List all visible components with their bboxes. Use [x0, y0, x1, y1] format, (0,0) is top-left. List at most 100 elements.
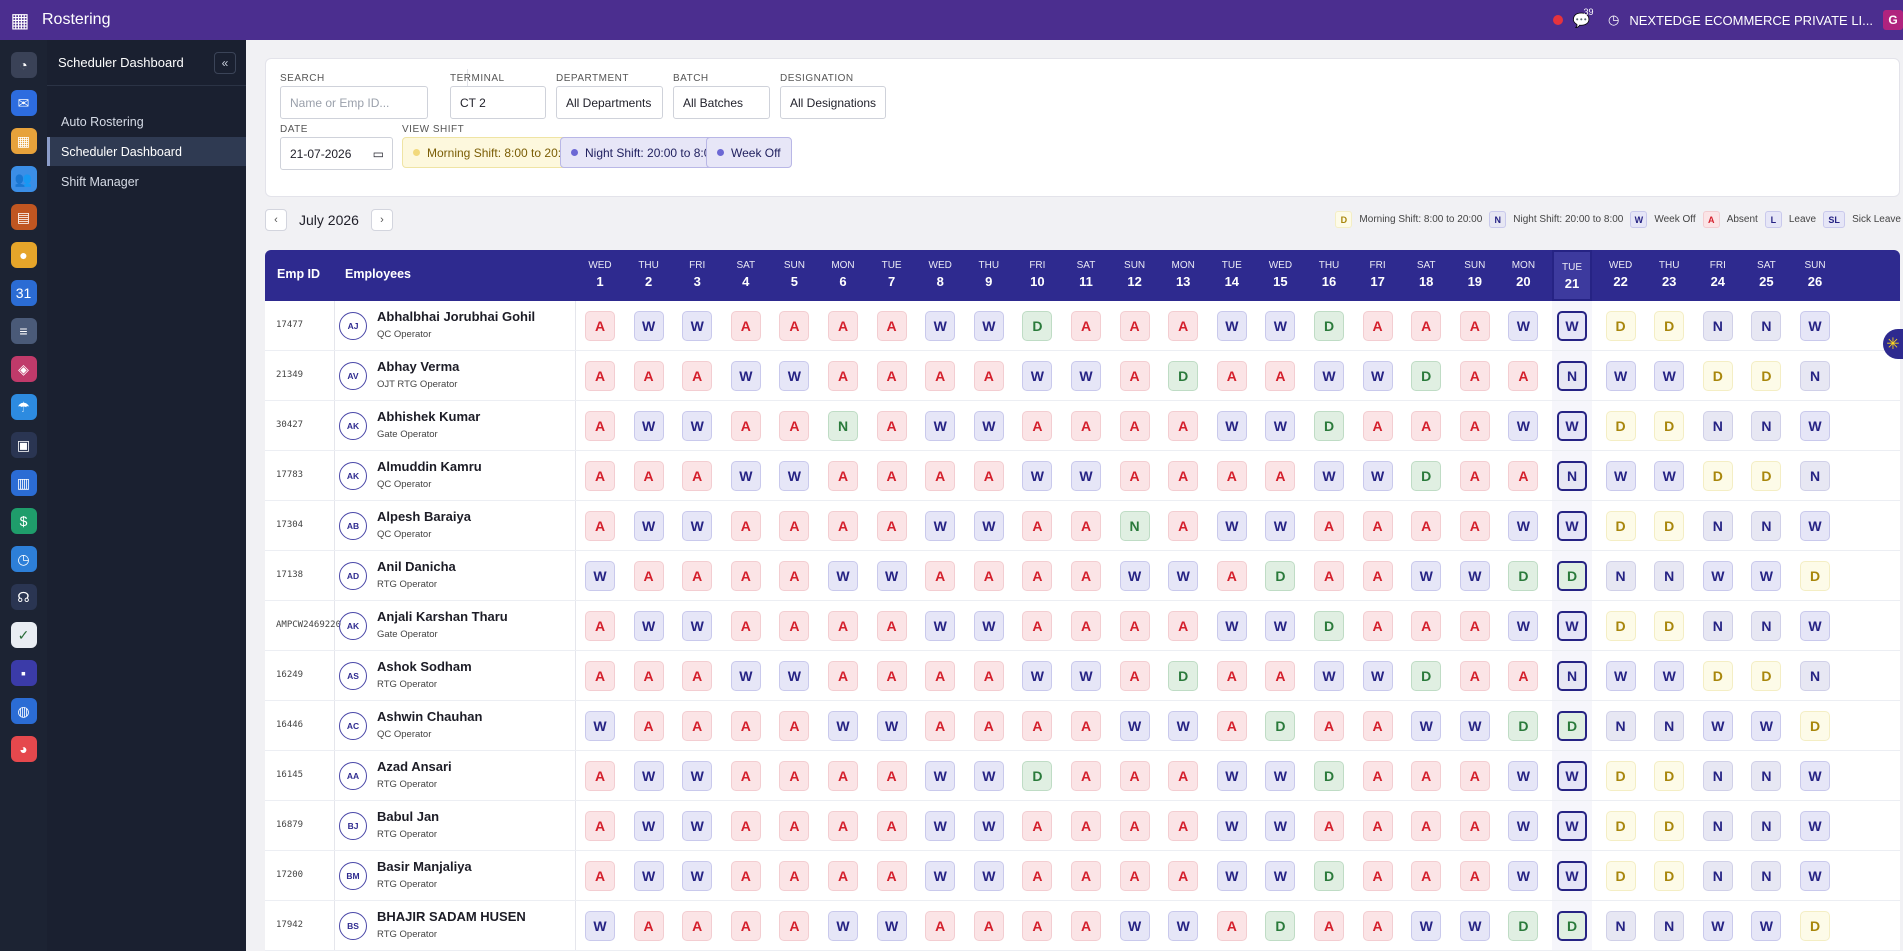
collapse-sidebar-icon[interactable]: « — [214, 52, 236, 74]
shift-cell[interactable]: A — [633, 661, 664, 691]
shift-cell[interactable]: W — [633, 411, 664, 441]
shift-cell[interactable]: W — [1751, 911, 1782, 941]
shift-cell[interactable]: W — [1265, 511, 1296, 541]
shift-cell[interactable]: A — [730, 561, 761, 591]
shift-cell[interactable]: N — [1751, 511, 1782, 541]
shift-cell[interactable]: A — [1362, 811, 1393, 841]
shift-cell[interactable]: W — [1022, 361, 1053, 391]
shift-cell[interactable]: W — [1508, 811, 1539, 841]
headset-icon[interactable]: ☊ — [10, 584, 37, 610]
shift-cell[interactable]: N — [1605, 711, 1636, 741]
shift-cell[interactable]: W — [1800, 761, 1830, 791]
date-input[interactable]: 21-07-2026 ▭ — [280, 137, 393, 170]
shift-cell[interactable]: D — [1751, 661, 1782, 691]
shift-cell[interactable]: W — [1022, 661, 1053, 691]
shift-cell[interactable]: A — [1071, 611, 1101, 641]
shift-cell[interactable]: W — [1800, 611, 1830, 641]
shift-cell[interactable]: W — [1557, 611, 1587, 641]
shift-cell[interactable]: A — [585, 411, 615, 441]
shift-cell[interactable]: A — [973, 711, 1004, 741]
shift-cell[interactable]: A — [633, 911, 664, 941]
calendar-icon[interactable]: ▭ — [372, 146, 384, 161]
morning-shift-button[interactable]: Morning Shift: 8:00 to 20:00 — [402, 137, 586, 168]
shift-cell[interactable]: D — [1168, 361, 1199, 391]
shift-cell[interactable]: W — [1071, 461, 1101, 491]
shift-cell[interactable]: W — [1702, 561, 1733, 591]
shift-cell[interactable]: D — [1411, 361, 1442, 391]
shift-cell[interactable]: A — [1362, 761, 1393, 791]
shift-cell[interactable]: A — [1459, 811, 1490, 841]
shift-cell[interactable]: A — [730, 811, 761, 841]
shift-cell[interactable]: A — [633, 711, 664, 741]
shift-cell[interactable]: A — [973, 561, 1004, 591]
shift-cell[interactable]: D — [1411, 461, 1442, 491]
shift-cell[interactable]: N — [1557, 661, 1587, 691]
shift-cell[interactable]: A — [1071, 761, 1101, 791]
shift-cell[interactable]: D — [1314, 611, 1344, 641]
shift-cell[interactable]: N — [1702, 411, 1733, 441]
shift-cell[interactable]: A — [925, 361, 956, 391]
shift-cell[interactable]: W — [1702, 711, 1733, 741]
shift-cell[interactable]: W — [730, 361, 761, 391]
shift-cell[interactable]: W — [876, 911, 907, 941]
shift-cell[interactable]: A — [1119, 611, 1150, 641]
shift-cell[interactable]: A — [1022, 611, 1053, 641]
shift-cell[interactable]: A — [925, 911, 956, 941]
employee-name[interactable]: Azad Ansari — [377, 759, 452, 774]
shift-cell[interactable]: W — [925, 511, 956, 541]
employee-name[interactable]: Ashok Sodham — [377, 659, 472, 674]
shift-cell[interactable]: A — [828, 761, 858, 791]
shift-cell[interactable]: D — [1314, 411, 1344, 441]
shift-cell[interactable]: A — [633, 461, 664, 491]
shift-cell[interactable]: A — [1265, 461, 1296, 491]
shift-cell[interactable]: A — [779, 411, 810, 441]
inventory-icon[interactable]: ◈ — [10, 356, 37, 382]
shift-cell[interactable]: A — [1119, 461, 1150, 491]
shift-cell[interactable]: W — [730, 661, 761, 691]
shift-cell[interactable]: A — [682, 461, 713, 491]
shift-cell[interactable]: W — [585, 711, 615, 741]
shift-cell[interactable]: A — [1362, 711, 1393, 741]
shift-cell[interactable]: W — [682, 411, 713, 441]
shift-cell[interactable]: W — [1314, 361, 1344, 391]
shift-cell[interactable]: D — [1314, 861, 1344, 891]
employee-name[interactable]: Abhay Verma — [377, 359, 460, 374]
shift-cell[interactable]: W — [1702, 911, 1733, 941]
designation-select[interactable]: All Designations — [780, 86, 886, 119]
shift-cell[interactable]: W — [1605, 461, 1636, 491]
mail-icon[interactable]: ✉ — [10, 90, 37, 116]
shift-cell[interactable]: A — [779, 561, 810, 591]
shift-cell[interactable]: W — [1411, 561, 1442, 591]
shift-cell[interactable]: N — [1751, 861, 1782, 891]
shift-cell[interactable]: A — [633, 361, 664, 391]
shift-cell[interactable]: A — [1411, 411, 1442, 441]
shift-cell[interactable]: A — [682, 711, 713, 741]
shift-cell[interactable]: A — [1071, 861, 1101, 891]
batch-select[interactable]: All Batches — [673, 86, 770, 119]
shift-cell[interactable]: A — [1362, 611, 1393, 641]
shift-cell[interactable]: A — [585, 311, 615, 341]
shift-cell[interactable]: W — [1508, 861, 1539, 891]
shift-cell[interactable]: D — [1557, 711, 1587, 741]
shift-cell[interactable]: A — [585, 761, 615, 791]
shift-cell[interactable]: W — [1119, 561, 1150, 591]
shift-cell[interactable]: A — [1071, 811, 1101, 841]
shift-cell[interactable]: W — [585, 561, 615, 591]
shift-cell[interactable]: A — [1362, 511, 1393, 541]
shift-cell[interactable]: A — [1362, 861, 1393, 891]
sidebar-item-auto-rostering[interactable]: Auto Rostering — [61, 114, 144, 129]
shift-cell[interactable]: A — [876, 861, 907, 891]
shift-cell[interactable]: W — [1119, 711, 1150, 741]
shift-cell[interactable]: W — [633, 761, 664, 791]
shift-cell[interactable]: N — [1557, 461, 1587, 491]
shift-cell[interactable]: A — [973, 461, 1004, 491]
shift-cell[interactable]: W — [1557, 761, 1587, 791]
shift-cell[interactable]: N — [1751, 611, 1782, 641]
check-list-icon[interactable]: ✓ — [10, 622, 37, 648]
shift-cell[interactable]: A — [828, 461, 858, 491]
shift-cell[interactable]: A — [779, 861, 810, 891]
shift-cell[interactable]: A — [1168, 461, 1199, 491]
shift-cell[interactable]: A — [1168, 611, 1199, 641]
shift-cell[interactable]: D — [1605, 861, 1636, 891]
shift-cell[interactable]: D — [1654, 811, 1685, 841]
